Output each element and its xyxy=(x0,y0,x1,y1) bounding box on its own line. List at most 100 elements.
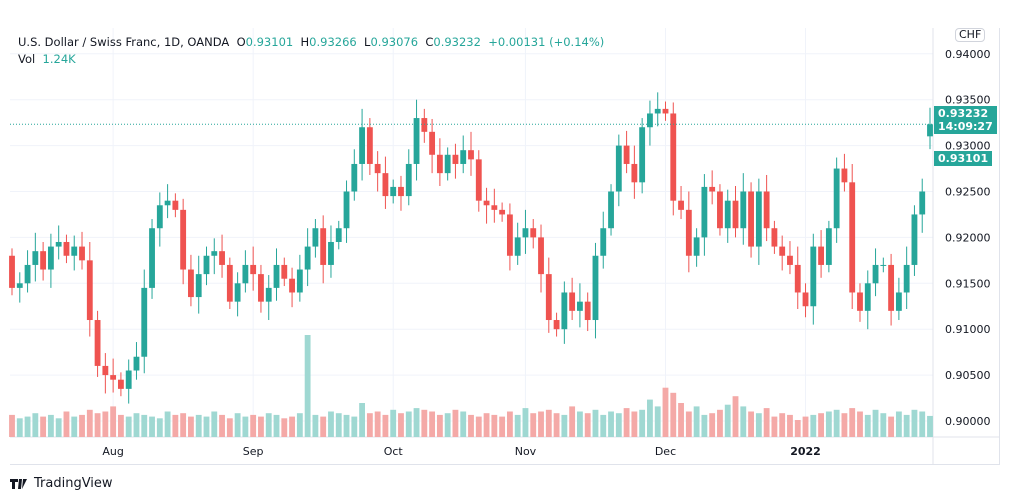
volume-bar xyxy=(343,414,350,437)
volume-bar xyxy=(164,411,171,437)
volume-bar xyxy=(304,335,311,437)
time-axis-label: Dec xyxy=(655,445,676,458)
candle-body xyxy=(203,255,210,275)
chart-frame xyxy=(10,28,1000,465)
volume-bar xyxy=(895,411,902,437)
volume-bar xyxy=(359,403,366,437)
candle-body xyxy=(919,191,926,215)
candle-body xyxy=(584,301,591,321)
volume-bar xyxy=(522,408,529,437)
candle-body xyxy=(553,320,560,330)
candle-body xyxy=(188,269,194,298)
candle-body xyxy=(888,264,895,311)
volume-bar xyxy=(219,414,225,437)
volume-bar xyxy=(281,418,288,437)
symbol-title[interactable]: U.S. Dollar / Swiss Franc, 1D, OANDA xyxy=(18,35,230,49)
price-axis-label: 0.92500 xyxy=(945,186,991,199)
candle-body xyxy=(211,251,218,256)
candle-body xyxy=(110,375,117,380)
volume-bar xyxy=(584,413,591,437)
candle-body xyxy=(849,182,856,293)
volume-bar xyxy=(71,416,78,437)
volume-bar xyxy=(787,414,793,437)
volume-bar xyxy=(927,415,933,437)
volume-bar xyxy=(841,413,848,437)
volume-bar xyxy=(818,413,825,437)
candle-body xyxy=(195,274,202,298)
candle-body xyxy=(219,251,225,265)
candle-body xyxy=(172,200,179,210)
candle-body xyxy=(911,214,918,265)
candle-body xyxy=(530,228,537,238)
candle-body xyxy=(234,283,241,302)
candle-body xyxy=(545,274,552,321)
volume-bar xyxy=(335,413,342,437)
brand-name: TradingView xyxy=(34,476,113,491)
currency-button[interactable]: CHF xyxy=(955,28,986,42)
candle-body xyxy=(561,292,568,330)
candle-body xyxy=(117,379,124,389)
volume-bar xyxy=(872,409,879,437)
volume-bar xyxy=(608,411,614,437)
volume-bar xyxy=(32,413,39,437)
volume-bar xyxy=(133,413,140,437)
tradingview-logo[interactable]: TradingView xyxy=(10,476,113,491)
high-value: 0.93266 xyxy=(309,35,357,49)
candle-body xyxy=(818,246,825,265)
volume-bar xyxy=(289,416,295,437)
low-value: 0.93076 xyxy=(370,35,419,49)
volume-bar xyxy=(615,413,622,437)
volume-legend: Vol 1.24K xyxy=(18,52,76,66)
volume-bar xyxy=(475,416,482,437)
candle-body xyxy=(623,145,630,164)
volume-bar xyxy=(320,416,327,437)
volume-bar xyxy=(141,414,148,437)
candle-body xyxy=(79,246,85,261)
candle-body xyxy=(390,186,397,197)
volume-bar xyxy=(888,416,895,437)
candle-body xyxy=(608,191,614,229)
volume-bar xyxy=(250,414,257,437)
volume-bar xyxy=(460,411,467,437)
candle-body xyxy=(281,264,288,279)
candle-body xyxy=(141,287,148,357)
volume-bar xyxy=(374,411,381,437)
candle-body xyxy=(242,264,249,284)
price-axis-label: 0.94000 xyxy=(945,48,991,61)
candle-body xyxy=(133,356,140,371)
time-axis-label: Sep xyxy=(243,445,264,458)
candle-body xyxy=(880,264,887,266)
candle-body xyxy=(436,154,443,174)
candle-body xyxy=(779,246,786,256)
candle-body xyxy=(755,191,762,247)
candle-body xyxy=(927,124,933,137)
high-label: H xyxy=(300,35,310,49)
volume-bar xyxy=(436,414,443,437)
candle-body xyxy=(903,264,910,293)
price-axis-label: 0.91000 xyxy=(945,323,991,336)
candle-body xyxy=(335,228,342,242)
volume-bar xyxy=(24,416,31,437)
candle-body xyxy=(405,163,412,197)
candle-body xyxy=(639,127,646,183)
candle-body xyxy=(359,127,366,164)
candle-body xyxy=(460,150,467,164)
candle-body xyxy=(328,241,334,265)
volume-bar xyxy=(771,416,778,437)
bar-countdown: 14:09:27 xyxy=(938,120,993,133)
candle-body xyxy=(662,108,669,114)
candle-body xyxy=(794,264,801,293)
candle-body xyxy=(24,264,31,284)
candle-body xyxy=(273,264,280,288)
volume-bar xyxy=(390,409,397,437)
volume-bar xyxy=(483,413,490,437)
candle-body xyxy=(125,370,132,389)
volume-bar xyxy=(693,406,700,437)
price-axis-label: 0.92000 xyxy=(945,231,991,244)
candle-body xyxy=(685,209,692,256)
volume-bar xyxy=(102,411,109,437)
price-axis-label: 0.90000 xyxy=(945,415,991,428)
candle-body xyxy=(678,200,684,210)
candle-body xyxy=(398,186,404,197)
